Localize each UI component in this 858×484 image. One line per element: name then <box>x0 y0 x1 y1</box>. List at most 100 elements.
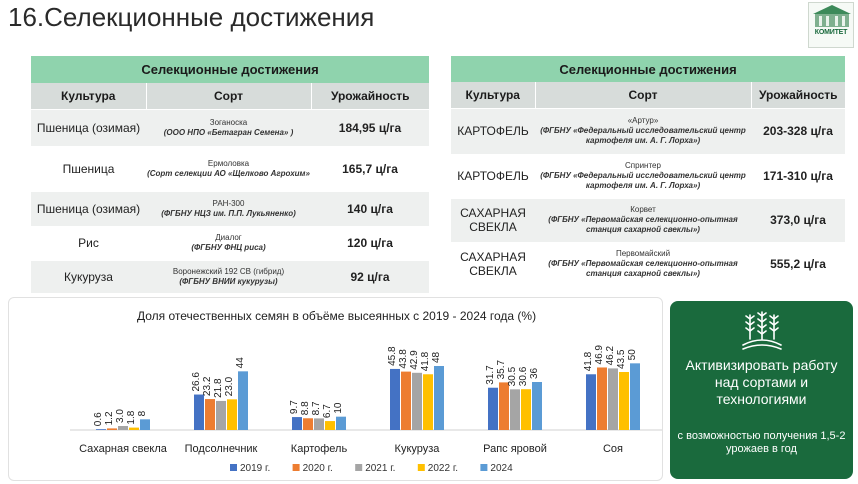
yield-cell: 171-310 ц/га <box>751 154 845 198</box>
data-label: 31.7 <box>485 365 496 385</box>
column-header-yield: Урожайность <box>311 83 429 109</box>
promo-main-text: Активизировать работу над сортами и техн… <box>685 357 838 407</box>
sort-origin: (ФГБНУ ВНИИ кукурузы) <box>179 276 278 286</box>
yield-cell: 184,95 ц/га <box>311 109 429 146</box>
legend-label: 2024 <box>490 463 513 474</box>
category-label: Кукуруза <box>395 443 441 455</box>
sort-name: РАН-300 <box>212 198 245 208</box>
table-row: САХАРНАЯ СВЕКЛА Корвет (ФГБНУ «Первомайск… <box>451 198 845 242</box>
sort-cell: «Артур» (ФГБНУ «Федеральный исследователь… <box>535 108 751 154</box>
sort-cell: Зоганоска (ООО НПО «Бетагран Семена» ) <box>146 109 311 146</box>
legend-swatch <box>417 464 425 471</box>
data-label: 23.2 <box>202 376 213 396</box>
yield-cell: 140 ц/га <box>311 191 429 226</box>
legend-swatch <box>355 464 363 471</box>
bar <box>423 374 433 430</box>
legend-label: 2022 г. <box>428 463 458 474</box>
crop-cell: КАРТОФЕЛЬ <box>451 154 535 198</box>
legend-swatch <box>230 464 237 471</box>
bar <box>608 368 618 430</box>
right-selection-table: Селекционные достижения Культура Сорт Ур… <box>451 56 845 286</box>
data-label: 8 <box>137 410 148 416</box>
data-label: 1.2 <box>104 411 115 425</box>
crop-cell: Пшеница (озимая) <box>31 109 146 146</box>
crop-cell: Пшеница <box>31 146 146 191</box>
legend-label: 2019 г. <box>240 463 270 474</box>
crop-cell: Пшеница (озимая) <box>31 191 146 226</box>
category-label: Рапс яровой <box>483 443 547 455</box>
bar <box>314 418 324 430</box>
bar <box>118 426 128 430</box>
data-label: 46.9 <box>594 345 605 365</box>
category-label: Соя <box>603 443 623 455</box>
data-label: 21.8 <box>213 378 224 398</box>
category-label: Сахарная свекла <box>79 443 168 455</box>
data-label: 9.7 <box>289 400 300 414</box>
bar <box>107 428 117 430</box>
data-label: 48 <box>431 351 442 363</box>
yield-cell: 555,2 ц/га <box>751 242 845 286</box>
column-header-crop: Культура <box>451 82 536 108</box>
data-label: 6.7 <box>322 404 333 418</box>
table-caption: Селекционные достижения <box>451 56 845 82</box>
yield-cell: 203-328 ц/га <box>751 108 845 154</box>
table-caption: Селекционные достижения <box>31 56 429 83</box>
sort-origin: (ФГБНУ «Первомайская селекционно-опытная… <box>548 259 738 279</box>
bar <box>499 382 509 430</box>
legend-label: 2020 г. <box>303 463 333 474</box>
table-row: САХАРНАЯ СВЕКЛА Первомайский (ФГБНУ «Перв… <box>451 242 845 286</box>
bar <box>336 416 346 430</box>
bar <box>510 389 520 430</box>
crop-cell: Кукуруза <box>31 260 146 293</box>
sort-origin: (ФГБНУ «Первомайская селекционно-опытная… <box>548 215 738 234</box>
data-label: 36 <box>529 367 540 379</box>
sort-origin: (ФГБНУ ФНЦ риса) <box>191 243 266 252</box>
yield-cell: 92 ц/га <box>311 260 429 293</box>
column-header-sort: Сорт <box>535 82 752 108</box>
sort-cell: Спринтер (ФГБНУ «Федеральный исследовател… <box>535 154 751 198</box>
bar <box>205 399 215 430</box>
sort-name: Ермоловка <box>207 158 250 168</box>
crop-cell: Рис <box>31 226 146 260</box>
sort-cell: Воронежский 192 СВ (гибрид) (ФГБНУ ВНИИ к… <box>146 260 311 293</box>
category-label: Подсолнечник <box>185 443 258 455</box>
bar <box>140 419 150 430</box>
promo-card: Активизировать работу над сортами и техн… <box>670 301 853 479</box>
bar <box>630 363 640 430</box>
data-label: 8.8 <box>300 401 311 415</box>
logo: КОМИТЕТ <box>808 2 854 48</box>
data-label: 42.9 <box>409 350 420 370</box>
logo-text: КОМИТЕТ <box>814 29 848 36</box>
data-label: 50 <box>627 349 638 361</box>
bar <box>434 366 444 430</box>
data-label: 44 <box>235 357 246 369</box>
bar <box>390 368 400 430</box>
promo-sub-text: с возможностью получения 1,5-2 урожаев в… <box>677 430 846 455</box>
table-row: Пшеница (озимая) Зоганоска (ООО НПО «Бета… <box>31 109 429 146</box>
sort-origin: (Сорт селекции АО «Щелково Агрохим» <box>147 168 310 178</box>
legend-swatch <box>480 464 488 471</box>
column-header-sort: Сорт <box>146 83 312 109</box>
sort-name: Зоганоска <box>209 117 248 127</box>
yield-cell: 165,7 ц/га <box>311 146 429 191</box>
data-label: 45.8 <box>387 346 398 366</box>
bar <box>488 387 498 430</box>
bar <box>129 427 139 430</box>
bar <box>521 389 531 430</box>
bar <box>412 372 422 430</box>
chart-panel <box>8 297 663 481</box>
bar <box>401 371 411 430</box>
sort-cell: Диалог (ФГБНУ ФНЦ риса) <box>146 226 311 260</box>
sort-name: «Артур» <box>627 116 659 125</box>
bar <box>532 382 542 430</box>
bar <box>194 394 204 430</box>
sort-cell: Ермоловка (Сорт селекции АО «Щелково Агро… <box>146 146 311 191</box>
sort-name: Первомайский <box>615 249 671 259</box>
data-label: 10 <box>333 402 344 414</box>
data-label: 30.6 <box>518 366 529 386</box>
data-label: 43.8 <box>398 349 409 369</box>
bar <box>227 399 237 430</box>
data-label: 1.8 <box>126 410 137 424</box>
sort-origin: (ООО НПО «Бетагран Семена» ) <box>163 127 294 137</box>
